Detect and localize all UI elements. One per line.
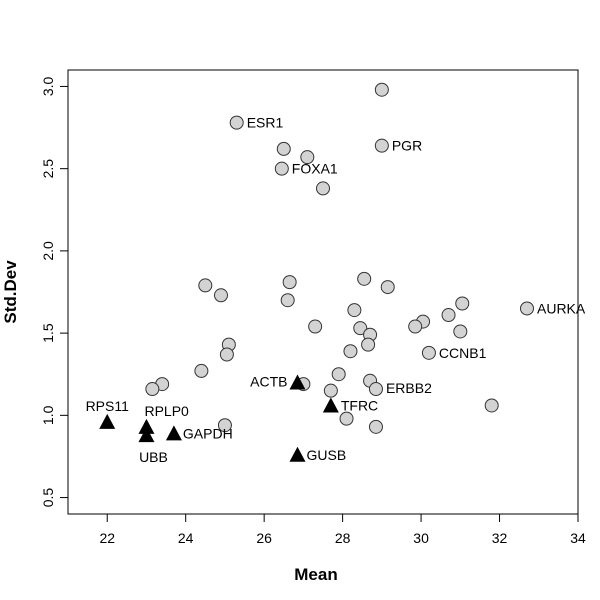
data-point-circle: [339, 411, 354, 426]
data-point-circle: [300, 150, 315, 165]
point-label-ccnb1: CCNB1: [439, 345, 487, 361]
point-label-tfrc: TFRC: [341, 397, 378, 413]
point-label-aurka: AURKA: [537, 300, 586, 316]
y-tick-label: 3.0: [40, 77, 56, 97]
data-point-circle: [331, 367, 346, 382]
data-point-circle: [347, 303, 362, 318]
x-tick-label: 34: [570, 530, 586, 546]
data-point-circle: [219, 347, 234, 362]
data-point-circle: [441, 308, 456, 323]
data-point-triangle: [289, 374, 306, 390]
data-point-circle: [145, 382, 160, 397]
point-label-erbb2: ERBB2: [386, 380, 432, 396]
data-point-circle: [361, 337, 376, 352]
data-point-circle: [229, 115, 244, 130]
data-point-circle: [368, 419, 383, 434]
point-label-gusb: GUSB: [307, 447, 347, 463]
y-tick-label: 2.5: [40, 159, 56, 179]
data-point-circle: [308, 319, 323, 334]
point-label-esr1: ESR1: [247, 115, 284, 131]
data-point-circle: [368, 382, 383, 397]
x-tick-label: 28: [335, 530, 351, 546]
x-tick-label: 22: [99, 530, 115, 546]
data-point-circle: [323, 383, 338, 398]
x-tick-label: 30: [413, 530, 429, 546]
data-point-circle: [343, 344, 358, 359]
data-point-circle: [380, 280, 395, 295]
point-label-rplp0: RPLP0: [144, 403, 189, 419]
data-point-circle: [374, 82, 389, 97]
y-tick-label: 1.0: [40, 405, 56, 425]
data-point-circle: [353, 321, 368, 336]
point-labels: ESR1 PGR FOXA1 AURKA CCNB1 ERBB2 ACTB TFRC RPS11…: [86, 115, 586, 465]
point-label-rps11: RPS11: [86, 398, 130, 414]
x-tick-label: 24: [178, 530, 194, 546]
y-tick-label: 0.5: [40, 488, 56, 508]
data-point-circle: [276, 141, 291, 156]
x-tick-label: 26: [256, 530, 272, 546]
point-label-actb: ACTB: [250, 373, 287, 389]
data-point-circle: [520, 301, 534, 316]
data-point-triangle: [99, 413, 116, 429]
data-point-circle: [280, 293, 295, 308]
data-points: [99, 82, 534, 462]
data-point-triangle: [165, 425, 182, 441]
point-label-gapdh: GAPDH: [183, 425, 233, 441]
data-point-circle: [316, 181, 330, 196]
data-point-circle: [214, 288, 228, 303]
data-point-circle: [217, 418, 232, 433]
data-point-circle: [484, 398, 499, 413]
data-point-triangle: [322, 397, 339, 413]
data-point-circle: [282, 275, 297, 290]
data-point-triangle: [138, 418, 155, 434]
data-point-circle: [274, 161, 289, 176]
data-point-circle: [455, 296, 470, 311]
point-label-foxa1: FOXA1: [292, 161, 338, 177]
data-point-circle: [198, 278, 213, 293]
x-tick-label: 32: [492, 530, 508, 546]
y-tick-label: 2.0: [40, 241, 56, 261]
y-axis-title: Std.Dev: [1, 260, 20, 324]
data-point-circle: [408, 319, 423, 334]
data-point-circle: [357, 271, 372, 286]
point-label-pgr: PGR: [392, 138, 422, 154]
x-axis: 22 24 26 28 30 32 34: [99, 513, 586, 546]
data-point-triangle: [289, 446, 306, 462]
x-axis-title: Mean: [294, 565, 337, 584]
data-point-circle: [194, 363, 209, 378]
point-label-ubb: UBB: [139, 449, 168, 465]
y-tick-label: 1.5: [40, 323, 56, 343]
data-point-circle: [453, 324, 468, 339]
data-point-circle: [421, 345, 436, 360]
data-point-triangle: [138, 427, 155, 443]
data-point-circle: [374, 138, 389, 153]
y-axis: 0.5 1.0 1.5 2.0 2.5 3.0: [40, 77, 69, 508]
